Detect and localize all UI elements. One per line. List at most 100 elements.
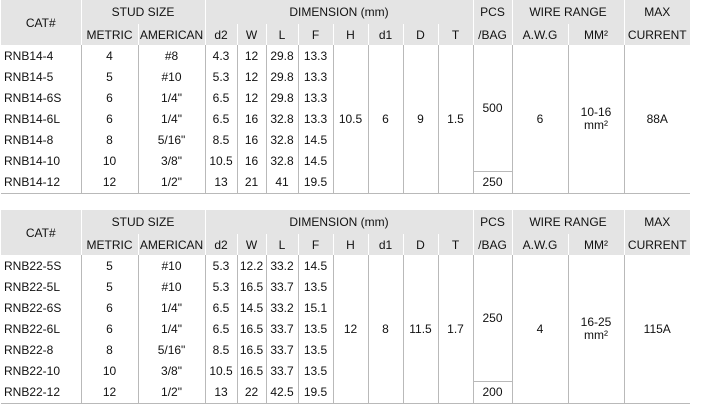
- stud-american: #8: [137, 45, 205, 66]
- dim-f: 14.5: [297, 255, 333, 276]
- dim-f: 13.5: [297, 318, 333, 339]
- stud-metric: 10: [80, 150, 138, 171]
- header-cat: CAT#: [1, 210, 81, 255]
- dim-d2: 13: [204, 171, 237, 194]
- table-row: RNB22-12 12 1/2" 13 22 42.5 19.5 200: [1, 381, 690, 404]
- pcs-per-bag: 250: [472, 255, 512, 382]
- cat-number: RNB14-8: [4, 132, 54, 147]
- stud-american: 5/16": [137, 129, 205, 150]
- table-row: RNB22-6L 6 1/4" 6.5 16.5 33.7 13.5: [1, 318, 690, 339]
- max-current: 115A: [623, 255, 690, 404]
- dim-f: 14.5: [297, 150, 333, 171]
- spec-table-rnb14: CAT# STUD SIZE DIMENSION (mm) PCS WIRE RANGE…: [1, 0, 690, 194]
- dim-w: 16: [236, 129, 266, 150]
- table-row: RNB22-6S 6 1/4" 6.5 14.5 33.2 15.1: [1, 297, 690, 318]
- wire-awg: 4: [511, 255, 568, 404]
- dim-f: 13.3: [297, 108, 333, 129]
- header-w: W: [236, 24, 266, 45]
- dim-w: 22: [236, 381, 266, 404]
- cat-number: RNB14-12: [1, 171, 81, 194]
- dim-d2: 6.5: [204, 108, 237, 129]
- header-awg: A.W.G: [511, 24, 568, 45]
- stud-metric: 6: [80, 297, 138, 318]
- stud-american: 1/4": [137, 297, 205, 318]
- table-row: RNB14-5 5 #10 5.3 12 29.8 13.3: [1, 66, 690, 87]
- stud-american: 3/8": [137, 360, 205, 381]
- dim-l: 41: [265, 171, 298, 194]
- stud-american: #10: [137, 276, 205, 297]
- table-row: RNB14-4 4 #8 4.3 12 29.8 13.3 10.5 6 9 1.5 500 6 10-1…: [1, 45, 690, 194]
- dim-l: 33.7: [265, 276, 298, 297]
- cat-number: RNB22-5L: [4, 279, 61, 294]
- stud-metric: 5: [80, 276, 138, 297]
- cat-number: RNB22-10: [4, 363, 61, 378]
- cat-number: RNB22-6L: [4, 321, 61, 336]
- max-current: 88A: [623, 45, 690, 194]
- table-row: RNB22-5S 5 #10 5.3 12.2 33.2 14.5 12 8 11.5 1.7 250…: [1, 255, 690, 404]
- header-wire-range: WIRE RANGE: [511, 0, 624, 24]
- dim-l: 33.7: [265, 339, 298, 360]
- dim-d2: 4.3: [204, 45, 237, 66]
- dim-d: 11.5: [402, 255, 438, 404]
- dim-d1: 8: [367, 255, 403, 404]
- dim-w: 16.5: [236, 318, 266, 339]
- dim-f: 13.3: [297, 45, 333, 66]
- dim-f: 15.1: [297, 297, 333, 318]
- dim-f: 14.5: [297, 129, 333, 150]
- stud-american: 3/8": [137, 150, 205, 171]
- dim-d: 9: [402, 45, 438, 194]
- header-current: CURRENT: [623, 24, 690, 45]
- header-d1: d1: [367, 234, 403, 255]
- dim-w: 16.5: [236, 360, 266, 381]
- header-t: T: [437, 234, 473, 255]
- table-row: RNB14-12 12 1/2" 13 21 41 19.5 250: [1, 171, 690, 194]
- stud-metric: 12: [80, 171, 138, 194]
- dim-l: 32.8: [265, 150, 298, 171]
- table-row: RNB14-8 8 5/16" 8.5 16 32.8 14.5: [1, 129, 690, 150]
- header-f: F: [297, 24, 333, 45]
- dim-l: 42.5: [265, 381, 298, 404]
- stud-american: 1/2": [137, 171, 205, 194]
- header-max: MAX: [623, 0, 690, 24]
- header-metric: METRIC: [80, 24, 138, 45]
- wire-mm2-range: 10-16: [580, 104, 612, 119]
- dim-l: 33.2: [265, 255, 298, 276]
- header-h: H: [332, 234, 368, 255]
- header-current: CURRENT: [623, 234, 690, 255]
- header-d: D: [402, 24, 438, 45]
- dim-f: 13.3: [297, 87, 333, 108]
- header-american: AMERICAN: [137, 234, 205, 255]
- header-cat: CAT#: [1, 0, 81, 45]
- wire-mm2: 10-16 mm²: [567, 45, 624, 194]
- dim-d2: 13: [204, 381, 237, 404]
- dim-h: 10.5: [332, 45, 368, 194]
- cat-number: RNB14-4: [4, 48, 54, 63]
- dim-l: 33.7: [265, 360, 298, 381]
- dim-w: 12: [236, 45, 266, 66]
- stud-american: 1/2": [137, 381, 205, 404]
- stud-metric: 4: [80, 45, 138, 66]
- header-d2: d2: [204, 234, 237, 255]
- cat-number: RNB22-5S: [4, 258, 62, 273]
- cat-number: RNB14-10: [4, 153, 61, 168]
- header-h: H: [332, 24, 368, 45]
- stud-american: 1/4": [137, 318, 205, 339]
- dim-h: 12: [332, 255, 368, 404]
- dim-w: 12: [236, 66, 266, 87]
- dim-t: 1.7: [437, 255, 473, 404]
- table-row: RNB22-8 8 5/16" 8.5 16.5 33.7 13.5: [1, 339, 690, 360]
- stud-american: 1/4": [137, 87, 205, 108]
- dim-d2: 6.5: [204, 87, 237, 108]
- table-row: RNB14-6L 6 1/4" 6.5 16 32.8 13.3: [1, 108, 690, 129]
- stud-metric: 8: [80, 339, 138, 360]
- header-awg: A.W.G: [511, 234, 568, 255]
- dim-d2: 8.5: [204, 129, 237, 150]
- header-wire-range: WIRE RANGE: [511, 210, 624, 234]
- dim-l: 32.8: [265, 129, 298, 150]
- stud-metric: 8: [80, 129, 138, 150]
- dim-d2: 5.3: [204, 255, 237, 276]
- header-bag: /BAG: [472, 234, 512, 255]
- dim-l: 29.8: [265, 87, 298, 108]
- table-row: RNB14-10 10 3/8" 10.5 16 32.8 14.5: [1, 150, 690, 171]
- header-max: MAX: [623, 210, 690, 234]
